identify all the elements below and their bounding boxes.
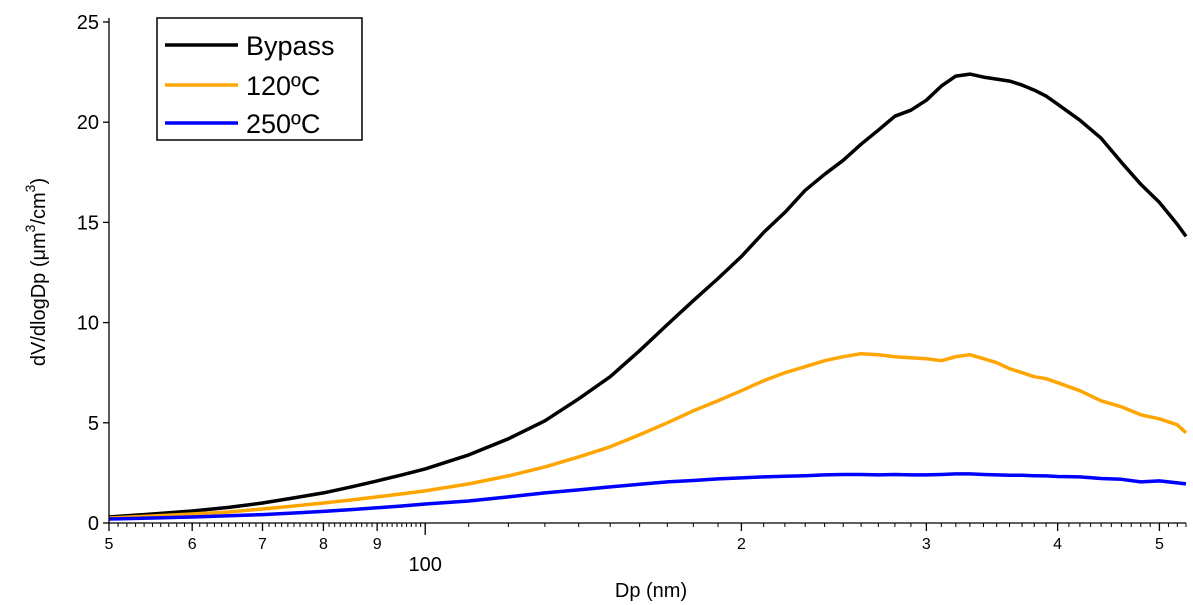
x-tick-label: 5	[105, 536, 114, 553]
x-tick-label: 100	[409, 554, 442, 576]
x-tick-label: 7	[258, 536, 267, 553]
legend-box	[156, 17, 363, 141]
x-tick-label: 6	[188, 536, 197, 553]
y-tick-label: 15	[77, 212, 99, 234]
y-tick-label: 25	[77, 12, 99, 34]
x-axis-title: Dp (nm)	[615, 580, 687, 602]
axes	[108, 18, 1186, 524]
y-tick-label: 0	[88, 513, 99, 535]
legend-label-bypass: Bypass	[246, 31, 335, 61]
x-tick-label: 9	[373, 536, 382, 553]
legend: Bypass 120ºC 250ºC	[156, 17, 363, 141]
legend-label-250c: 250ºC	[246, 109, 320, 139]
x-tick-label: 3	[922, 536, 931, 553]
tick-marks	[103, 21, 1187, 535]
y-axis-title: dV/dlogDp (μm3/cm3)	[22, 178, 50, 366]
x-tick-label: 4	[1053, 536, 1062, 553]
x-tick-label: 2	[737, 536, 746, 553]
x-tick-label: 5	[1155, 536, 1164, 553]
series-line-1	[108, 351, 1188, 520]
legend-label-120c: 120ºC	[246, 71, 320, 101]
y-tick-label: 10	[77, 313, 99, 335]
series-lines	[108, 72, 1188, 521]
y-tick-label: 20	[77, 112, 99, 134]
series-line-2	[108, 472, 1187, 521]
x-tick-label: 8	[319, 536, 328, 553]
series-line-0	[108, 72, 1188, 519]
y-tick-label: 5	[88, 413, 99, 435]
